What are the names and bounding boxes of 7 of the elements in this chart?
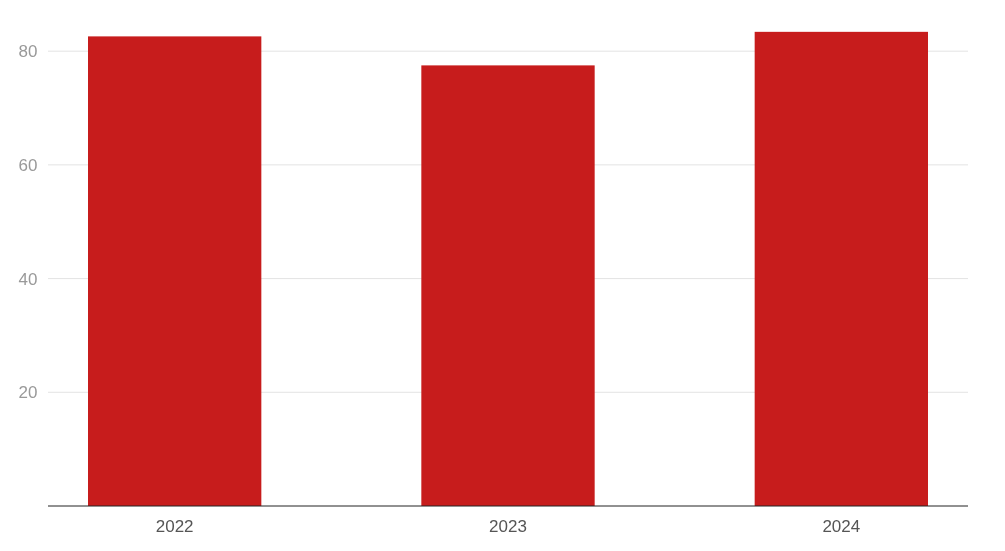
x-tick-label: 2023: [489, 517, 527, 536]
y-tick-label: 80: [18, 42, 38, 62]
y-tick-label: 40: [18, 269, 38, 289]
x-tick-label: 2024: [822, 517, 861, 536]
y-tick-label: 60: [18, 155, 38, 175]
y-tick-label: 20: [18, 383, 38, 403]
x-tick-label: 2022: [155, 517, 194, 536]
